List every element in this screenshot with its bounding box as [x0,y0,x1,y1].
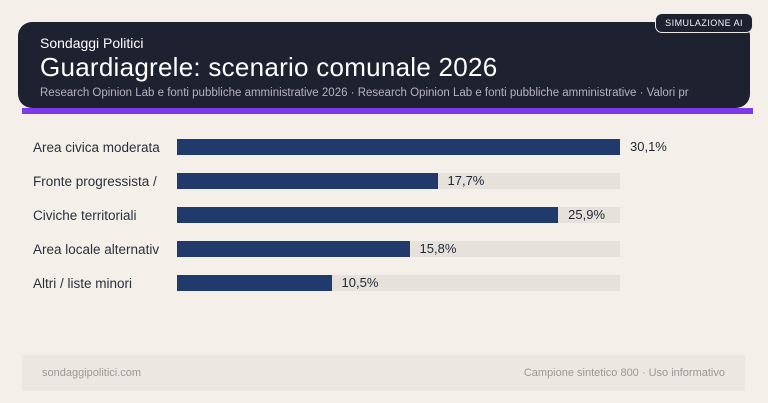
chart-row: Altri / liste minori 10,5% [33,275,748,291]
accent-divider [22,108,753,114]
chart-row: Civiche territoriali 25,9% [33,207,748,223]
bar-fill [177,173,438,189]
bar-track: 30,1% [177,139,667,155]
bar-track: 10,5% [177,275,620,291]
page-title: Guardiagrele: scenario comunale 2026 [40,52,498,82]
value-label: 10,5% [341,275,379,290]
bar-track: 15,8% [177,241,620,257]
simulation-ai-badge: SIMULAZIONE AI [655,13,753,33]
category-label: Altri / liste minori [33,275,133,291]
category-label: Area locale alternativ [33,241,160,257]
header: Sondaggi Politici Guardiagrele: scenario… [18,22,750,108]
footer-sample-note: Campione sintetico 800 · Uso informativo [523,367,725,379]
footer: sondaggipolitici.com Campione sintetico … [22,355,745,391]
bar-fill [177,275,332,291]
bar-fill [177,207,559,223]
chart-row: Fronte progressista / 17,7% [33,173,748,189]
bar-chart: Area civica moderata 30,1% Fronte progre… [33,139,748,309]
chart-row: Area locale alternativ 15,8% [33,241,748,257]
category-label: Area civica moderata [33,139,160,155]
value-label: 15,8% [419,241,457,256]
subtitle: Research Opinion Lab e fonti pubbliche a… [40,87,689,99]
bar-fill [177,139,620,155]
value-label: 25,9% [568,207,606,222]
bar-track: 17,7% [177,173,620,189]
footer-site-label: sondaggipolitici.com [42,367,142,379]
chart-row: Area civica moderata 30,1% [33,139,748,155]
category-label: Civiche territoriali [33,207,137,223]
category-label: Fronte progressista / [33,173,157,189]
bar-fill [177,241,410,257]
bar-track: 25,9% [177,207,620,223]
value-label: 30,1% [630,139,667,154]
value-label: 17,7% [447,173,485,188]
brand-label: Sondaggi Politici [40,35,144,51]
